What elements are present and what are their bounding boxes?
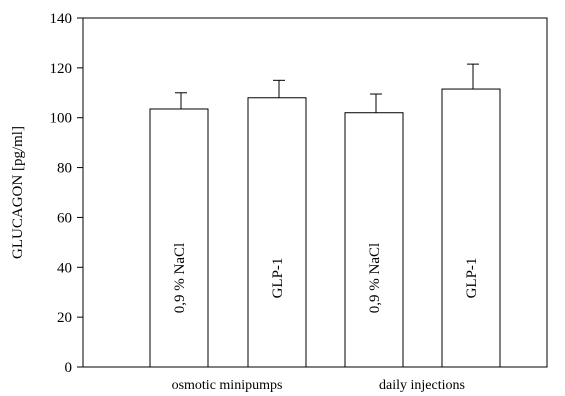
bar [247, 97, 307, 368]
y-tick-label: 0 [65, 360, 73, 376]
y-tick-label: 20 [57, 310, 72, 326]
bar-label: GLP-1 [464, 258, 480, 299]
y-tick-label: 140 [50, 11, 73, 27]
bar [344, 112, 404, 368]
bar [149, 108, 209, 368]
y-tick-label: 40 [57, 260, 72, 276]
x-group-label: osmotic minipumps [172, 378, 283, 393]
y-axis-title: GLUCAGON [pg/ml] [10, 126, 26, 259]
axes: 0 20 40 60 80 100 120 140 GLUCAGON [pg/ml] [10, 11, 548, 376]
bar-label: GLP-1 [270, 258, 286, 299]
labels: 0,9 % NaCl GLP-1 0,9 % NaCl GLP-1 osmotic mi… [172, 243, 480, 393]
y-tick-label: 100 [50, 111, 73, 127]
bars [149, 63, 501, 368]
y-tick-label: 60 [57, 210, 72, 226]
bar [441, 88, 501, 368]
plot-frame [82, 17, 548, 368]
bar-label: 0,9 % NaCl [367, 243, 383, 313]
y-tick-label: 80 [57, 161, 72, 177]
bar-label: 0,9 % NaCl [172, 243, 188, 313]
x-group-label: daily injections [379, 378, 465, 393]
y-tick-label: 120 [50, 61, 73, 77]
